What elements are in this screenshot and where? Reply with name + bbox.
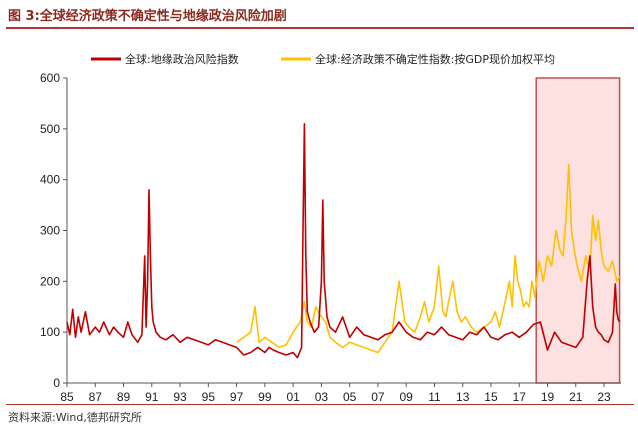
x-tick-label: 15 [484,390,498,404]
legend-label-geopolitical: 全球:地缘政治风险指数 [125,52,239,66]
x-tick-label: 85 [60,390,74,404]
x-tick-label: 23 [597,390,611,404]
legend: 全球:地缘政治风险指数 全球:经济政策不确定性指数:按GDP现价加权平均 [91,52,555,66]
series-line-epu [236,163,621,354]
y-tick-label: 600 [40,71,60,85]
figure-title: 图 3:全球经济政策不确定性与地缘政治风险加剧 [8,9,287,24]
x-tick-label: 05 [343,390,357,404]
y-tick-label: 0 [53,376,60,390]
x-tick-label: 21 [569,390,583,404]
series-line-geopolitical [66,123,621,359]
x-tick-label: 89 [117,390,131,404]
highlight-region [535,77,621,384]
x-tick-label: 09 [400,390,414,404]
x-tick-label: 91 [145,390,159,404]
x-tick-label: 93 [173,390,187,404]
y-tick-label: 400 [40,173,60,187]
x-tick-label: 97 [230,390,244,404]
y-tick-label: 100 [40,325,60,339]
legend-label-epu: 全球:经济政策不确定性指数:按GDP现价加权平均 [315,52,555,66]
y-tick-label: 500 [40,122,60,136]
x-tick-label: 95 [202,390,216,404]
footer-rule [6,404,634,405]
y-tick-label: 300 [40,224,60,238]
y-tick-label: 200 [40,274,60,288]
x-tick-label: 17 [513,390,527,404]
plot-area: 0 100 200 300 400 500 600 85 87 89 91 93 95 97 99 01 03 0… [40,71,621,404]
title-rule [6,27,634,29]
x-tick-label: 11 [428,390,441,404]
x-tick-label: 99 [258,390,272,404]
x-tick-label: 01 [286,390,300,404]
x-tick-label: 13 [456,390,470,404]
chart-svg: 0 100 200 300 400 500 600 85 87 89 91 93 95 97 99 01 03 0… [40,52,621,404]
x-tick-label: 19 [541,390,555,404]
x-tick-label: 07 [371,390,385,404]
x-tick-label: 03 [315,390,329,404]
x-tick-label: 87 [89,390,103,404]
source-note: 资料来源:Wind,德邦研究所 [8,411,142,424]
